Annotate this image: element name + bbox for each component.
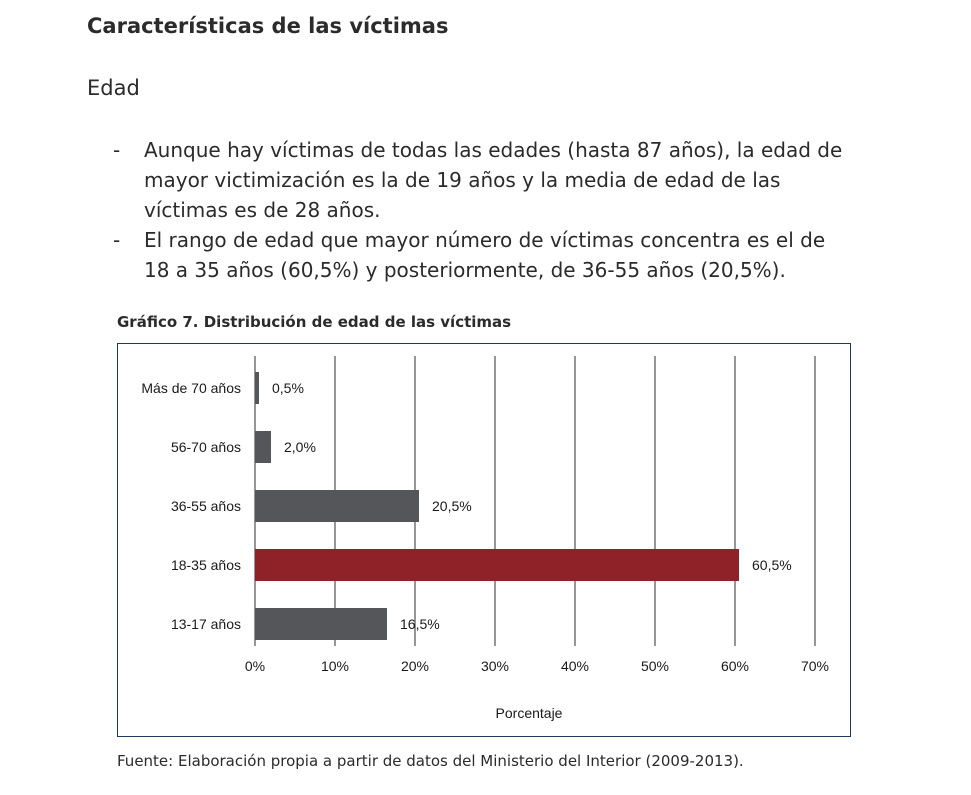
data-label: 0,5% <box>272 380 304 396</box>
x-tick-label: 30% <box>481 658 509 674</box>
data-label: 16,5% <box>400 616 440 632</box>
bullet-item: - Aunque hay víctimas de todas las edade… <box>113 135 853 225</box>
x-tick-label: 50% <box>641 658 669 674</box>
chart-title: Gráfico 7. Distribución de edad de las v… <box>117 313 512 331</box>
x-tick-label: 20% <box>401 658 429 674</box>
bullet-text: Aunque hay víctimas de todas las edades … <box>144 138 843 222</box>
data-label: 20,5% <box>432 498 472 514</box>
category-label: Más de 70 años <box>141 380 241 396</box>
bar <box>255 608 387 640</box>
chart-frame: 0% 10% 20% 30% 40% 50% 60% 70% Más de 70 años 0,5… <box>117 343 851 737</box>
bullet-text: El rango de edad que mayor número de víc… <box>144 228 826 282</box>
subsection-title: Edad <box>87 76 140 100</box>
bar <box>255 372 259 404</box>
bar-chart: 0% 10% 20% 30% 40% 50% 60% 70% Más de 70 años 0,5… <box>141 356 829 721</box>
bullet-item: - El rango de edad que mayor número de v… <box>113 225 853 285</box>
bullet-marker: - <box>113 138 121 162</box>
bar <box>255 490 419 522</box>
bullet-list: - Aunque hay víctimas de todas las edade… <box>113 135 853 285</box>
section-title: Características de las víctimas <box>87 14 449 38</box>
x-tick-label: 10% <box>321 658 349 674</box>
data-label: 60,5% <box>752 557 792 573</box>
bar <box>255 431 271 463</box>
bar <box>255 549 739 581</box>
category-label: 18-35 años <box>171 557 241 573</box>
bullet-marker: - <box>113 228 121 252</box>
x-tick-label: 70% <box>801 658 829 674</box>
category-label: 13-17 años <box>171 616 241 632</box>
source-note: Fuente: Elaboración propia a partir de d… <box>117 752 744 770</box>
x-tick-label: 60% <box>721 658 749 674</box>
data-label: 2,0% <box>284 439 316 455</box>
category-label: 56-70 años <box>171 439 241 455</box>
x-tick-label: 0% <box>245 658 265 674</box>
x-axis-title: Porcentaje <box>496 705 563 721</box>
category-label: 36-55 años <box>171 498 241 514</box>
x-tick-label: 40% <box>561 658 589 674</box>
